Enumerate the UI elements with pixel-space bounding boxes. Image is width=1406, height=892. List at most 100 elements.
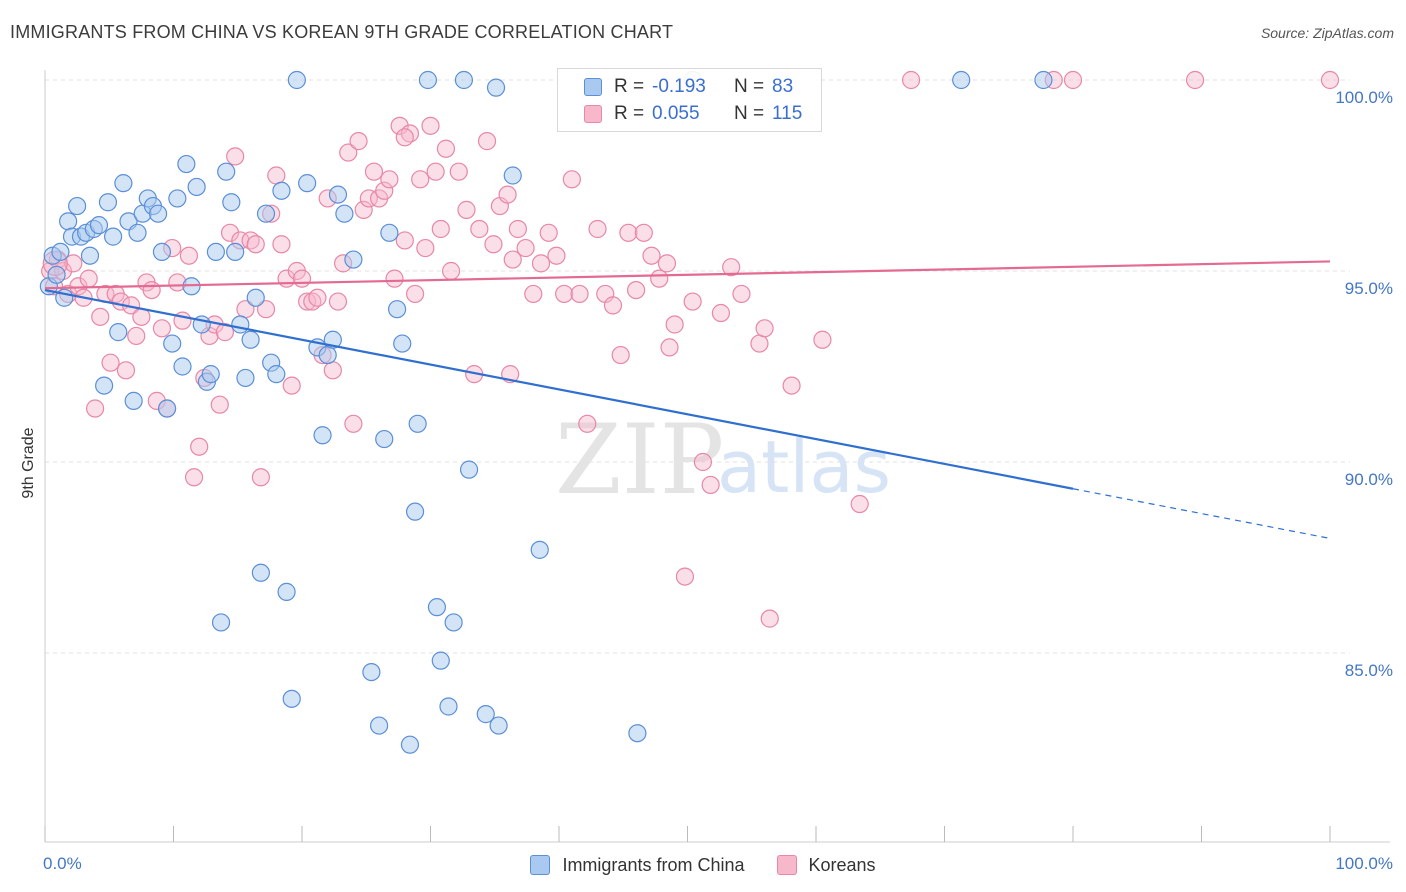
chart-title: IMMIGRANTS FROM CHINA VS KOREAN 9TH GRAD… bbox=[10, 22, 674, 42]
legend-item-korean[interactable]: Koreans bbox=[776, 855, 876, 876]
r-label: R = bbox=[614, 76, 645, 97]
korean-point bbox=[298, 292, 317, 311]
y-tick-label: 95.0% bbox=[1345, 279, 1393, 298]
korean-point bbox=[1185, 70, 1205, 90]
china-point bbox=[206, 242, 226, 261]
korean-point bbox=[578, 414, 597, 433]
korean-point bbox=[375, 181, 394, 200]
china-point bbox=[459, 460, 479, 479]
korean-point bbox=[436, 139, 456, 158]
korean-point bbox=[426, 162, 445, 181]
korean-point bbox=[547, 246, 566, 265]
korean-point bbox=[634, 223, 653, 242]
korean-point bbox=[782, 376, 801, 395]
china-point bbox=[444, 613, 463, 632]
korean-point bbox=[449, 162, 468, 181]
china-point bbox=[236, 368, 255, 388]
china-point bbox=[177, 154, 196, 174]
korean-point bbox=[323, 361, 342, 380]
korean-point bbox=[405, 284, 425, 304]
korean-point bbox=[116, 361, 136, 380]
y-tick-label: 100.0% bbox=[1335, 88, 1393, 107]
korean-point bbox=[79, 269, 98, 288]
china-point bbox=[387, 300, 407, 319]
korean-point bbox=[86, 399, 105, 418]
gridlines bbox=[45, 79, 1350, 654]
china-point bbox=[267, 365, 286, 384]
china-point bbox=[362, 662, 381, 682]
china-point bbox=[256, 204, 276, 223]
china-point bbox=[277, 582, 296, 601]
china-trend-line bbox=[44, 289, 1074, 490]
china-point bbox=[380, 223, 399, 242]
china-point bbox=[59, 212, 78, 231]
korean-point bbox=[421, 116, 440, 135]
china-point bbox=[530, 540, 549, 559]
korean-point bbox=[539, 223, 558, 242]
r-value: 0.055 bbox=[652, 103, 700, 124]
china-point bbox=[408, 414, 427, 433]
korean-point bbox=[701, 475, 720, 495]
china-point bbox=[217, 162, 236, 181]
korean-points bbox=[41, 70, 1340, 628]
china-point bbox=[400, 735, 420, 754]
china-point bbox=[418, 70, 438, 90]
n-value: 83 bbox=[772, 76, 794, 97]
korean-point bbox=[215, 323, 234, 342]
china-point bbox=[241, 330, 260, 349]
korean-point bbox=[328, 292, 348, 311]
china-point bbox=[393, 334, 412, 353]
korean-point bbox=[184, 468, 204, 487]
china-point bbox=[201, 365, 220, 384]
korean-point bbox=[619, 223, 638, 242]
korean-point bbox=[390, 116, 409, 135]
korean-point bbox=[657, 254, 677, 273]
korean-point bbox=[693, 452, 713, 472]
korean-point bbox=[179, 246, 199, 265]
legend-item-china[interactable]: Immigrants from China bbox=[530, 854, 745, 876]
china-point bbox=[95, 376, 114, 395]
korean-point bbox=[470, 219, 489, 239]
china-point bbox=[431, 651, 450, 670]
korean-point bbox=[603, 296, 623, 315]
china-point bbox=[405, 502, 425, 521]
axes bbox=[44, 70, 1390, 843]
china-point bbox=[163, 334, 182, 353]
source-credit: Source: ZipAtlas.com bbox=[1260, 25, 1394, 41]
china-swatch bbox=[584, 78, 602, 96]
china-point bbox=[89, 216, 109, 235]
china-point bbox=[318, 345, 337, 365]
korean-point bbox=[562, 170, 581, 189]
korean-point bbox=[359, 189, 378, 208]
china-point bbox=[226, 242, 245, 261]
r-label: R = bbox=[614, 103, 645, 124]
china-point bbox=[375, 429, 394, 449]
china-point bbox=[344, 250, 363, 269]
korean-point bbox=[210, 395, 229, 414]
korean-swatch bbox=[776, 855, 797, 875]
china-point bbox=[128, 223, 147, 242]
china-point bbox=[287, 70, 306, 90]
n-label: N = bbox=[734, 76, 765, 97]
china-point bbox=[298, 174, 317, 193]
china-point bbox=[211, 613, 231, 632]
korean-point bbox=[750, 334, 769, 353]
china-point bbox=[282, 689, 301, 708]
x-tick-label-end: 100.0% bbox=[1335, 854, 1393, 873]
korean-point bbox=[722, 258, 741, 277]
china-swatch bbox=[530, 855, 551, 875]
korean-point bbox=[251, 468, 270, 487]
china-point bbox=[51, 242, 70, 261]
china-point bbox=[628, 724, 647, 743]
china-point bbox=[503, 166, 522, 185]
china-point bbox=[222, 193, 241, 212]
korean-point bbox=[675, 567, 695, 586]
korean-point bbox=[380, 170, 399, 189]
legend-label: Immigrants from China bbox=[562, 854, 745, 875]
korean-point bbox=[64, 254, 83, 273]
china-point bbox=[328, 185, 348, 204]
china-point bbox=[486, 78, 506, 97]
china-point bbox=[454, 70, 474, 90]
korean-point bbox=[531, 254, 551, 273]
